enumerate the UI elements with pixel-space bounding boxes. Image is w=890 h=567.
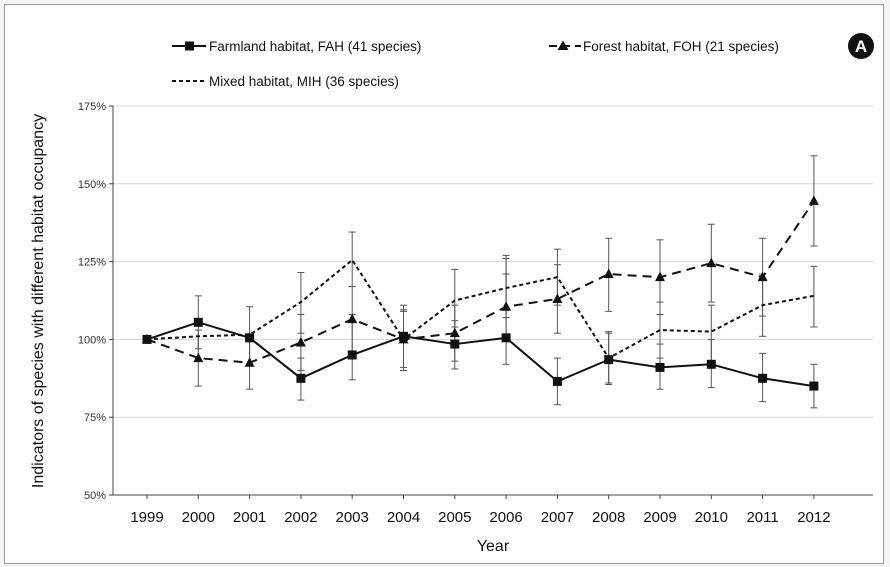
x-tick-label: 2011 <box>746 509 778 526</box>
data-point-foh <box>193 352 204 363</box>
data-point-foh <box>347 313 358 324</box>
x-tick-label: 2008 <box>592 509 625 526</box>
series-line-foh <box>146 200 815 364</box>
x-tick-label: 2002 <box>284 509 317 526</box>
data-point-fah <box>552 376 562 386</box>
x-tick-label: 2001 <box>233 509 266 526</box>
legend-label-mih: Mixed habitat, MIH (36 species) <box>209 74 399 89</box>
data-point-fah <box>501 333 511 343</box>
x-tick-label: 2012 <box>797 509 830 526</box>
panel-badge: A <box>848 33 874 59</box>
x-tick-label: 2004 <box>387 509 420 526</box>
series-markers <box>142 195 819 391</box>
legend: Farmland habitat, FAH (41 species) Fores… <box>172 39 779 89</box>
x-tick-label: 2003 <box>336 509 369 526</box>
data-point-foh <box>603 268 614 279</box>
line-chart: 50% 75% 100% 125% 150% 175% 1999 2000 2001 2002 2… <box>30 33 874 555</box>
error-bars <box>194 155 818 409</box>
data-point-fah <box>347 350 357 360</box>
data-point-foh <box>706 257 717 268</box>
x-tick-label: 2007 <box>541 509 574 526</box>
data-point-foh <box>655 271 665 282</box>
y-tick-label: 150% <box>78 179 106 191</box>
x-tick-labels: 1999 2000 2001 2002 2003 2004 2005 2006 2007 2008… <box>130 495 831 526</box>
y-tick-label: 175% <box>78 101 106 113</box>
panel-badge-label: A <box>855 37 867 56</box>
y-tick-labels: 50% 75% 100% 125% 150% 175% <box>78 101 113 502</box>
y-tick-label: 50% <box>84 490 106 502</box>
data-point-fah <box>450 339 460 349</box>
x-tick-label: 2009 <box>643 509 676 526</box>
y-axis-title: Indicators of species with different hab… <box>30 114 47 488</box>
data-point-fah <box>758 373 768 383</box>
legend-item-fah: Farmland habitat, FAH (41 species) <box>172 39 421 54</box>
data-point-foh <box>244 357 255 367</box>
y-tick-label: 100% <box>78 334 106 346</box>
data-point-foh <box>295 337 306 347</box>
x-axis-title: Year <box>477 538 510 555</box>
panel-badge-circle <box>848 33 874 59</box>
data-point-fah <box>193 317 203 327</box>
data-point-foh <box>552 293 563 303</box>
series-lines <box>146 200 815 388</box>
x-tick-label: 2006 <box>489 509 522 526</box>
x-tick-label: 2000 <box>182 509 215 526</box>
grid <box>113 105 873 418</box>
data-point-foh <box>142 333 152 344</box>
axes <box>112 106 873 496</box>
data-point-foh <box>808 195 819 205</box>
data-point-foh <box>501 301 512 311</box>
data-point-foh <box>449 327 460 338</box>
x-tick-label: 1999 <box>130 509 163 526</box>
legend-label-foh: Forest habitat, FOH (21 species) <box>583 39 779 54</box>
data-point-foh <box>757 271 768 282</box>
data-point-fah <box>706 359 716 369</box>
data-point-fah <box>245 333 255 343</box>
x-tick-label: 2005 <box>438 509 471 526</box>
data-point-fah <box>809 381 819 391</box>
y-tick-label: 125% <box>78 257 106 269</box>
data-point-fah <box>655 362 665 372</box>
legend-item-foh: Forest habitat, FOH (21 species) <box>549 39 779 54</box>
chart-panel: 50% 75% 100% 125% 150% 175% 1999 2000 2001 2002 2… <box>4 4 884 564</box>
data-point-fah <box>604 355 614 365</box>
data-point-fah <box>296 373 306 383</box>
series-line-fah <box>146 321 815 388</box>
legend-label-fah: Farmland habitat, FAH (41 species) <box>209 39 421 54</box>
legend-marker-foh <box>557 40 569 50</box>
legend-marker-fah <box>185 41 194 51</box>
series-line-mih <box>146 259 815 360</box>
x-tick-label: 2010 <box>695 509 728 526</box>
legend-item-mih: Mixed habitat, MIH (36 species) <box>172 74 399 89</box>
data-point-foh <box>398 333 409 344</box>
y-tick-label: 75% <box>84 412 106 424</box>
